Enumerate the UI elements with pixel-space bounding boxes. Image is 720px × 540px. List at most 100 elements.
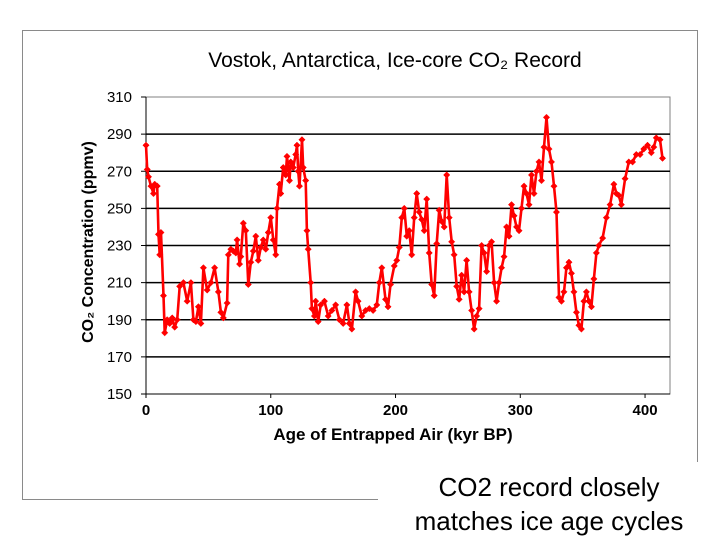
data-point bbox=[590, 275, 598, 283]
data-point bbox=[465, 288, 473, 296]
data-point bbox=[480, 249, 488, 257]
data-point bbox=[658, 154, 667, 162]
data-point bbox=[562, 264, 571, 272]
data-point bbox=[320, 297, 328, 305]
data-point bbox=[560, 288, 568, 296]
data-point bbox=[166, 319, 174, 328]
data-point bbox=[242, 227, 250, 235]
y-tick-label: 150 bbox=[107, 386, 132, 403]
data-point bbox=[443, 171, 451, 179]
data-point bbox=[187, 279, 195, 287]
data-point bbox=[298, 136, 306, 144]
data-point bbox=[192, 318, 200, 326]
data-point bbox=[610, 180, 618, 188]
data-point bbox=[393, 256, 401, 264]
data-point bbox=[194, 303, 202, 311]
data-point bbox=[224, 251, 232, 259]
data-point bbox=[587, 303, 595, 311]
data-point bbox=[572, 308, 580, 316]
data-point bbox=[453, 282, 461, 290]
data-point bbox=[410, 214, 418, 222]
data-point bbox=[428, 280, 436, 289]
data-point bbox=[458, 271, 466, 279]
data-point bbox=[473, 312, 481, 320]
data-point bbox=[470, 325, 478, 333]
data-point bbox=[292, 150, 300, 159]
data-point bbox=[552, 208, 561, 216]
data-point bbox=[173, 316, 181, 324]
data-point bbox=[415, 208, 423, 216]
data-point bbox=[345, 319, 353, 328]
data-point bbox=[339, 319, 347, 328]
data-point bbox=[159, 292, 168, 300]
data-point bbox=[557, 297, 566, 305]
data-point bbox=[207, 279, 215, 287]
data-point bbox=[532, 167, 541, 175]
data-point bbox=[282, 171, 290, 179]
data-point bbox=[386, 280, 395, 289]
data-point bbox=[525, 201, 533, 209]
y-tick-label: 170 bbox=[107, 349, 132, 366]
caption-line-1: CO2 record closely bbox=[438, 472, 660, 502]
data-point bbox=[425, 249, 433, 257]
data-point bbox=[617, 201, 625, 209]
y-axis-label: CO₂ Concentration (ppmv) bbox=[80, 141, 97, 343]
data-point bbox=[652, 134, 660, 142]
data-point bbox=[405, 227, 413, 235]
data-point bbox=[285, 176, 294, 185]
data-point bbox=[144, 173, 153, 181]
data-point bbox=[460, 288, 468, 296]
data-point bbox=[332, 301, 340, 309]
data-point bbox=[328, 306, 336, 315]
data-point bbox=[217, 308, 225, 316]
data-point bbox=[602, 214, 610, 222]
data-point bbox=[606, 201, 614, 209]
data-point bbox=[640, 145, 648, 153]
data-point bbox=[565, 258, 573, 266]
data-point bbox=[247, 258, 255, 266]
data-point bbox=[468, 306, 476, 315]
data-point bbox=[149, 189, 158, 198]
data-point bbox=[156, 251, 164, 259]
y-tick-label: 290 bbox=[107, 126, 132, 143]
data-point bbox=[650, 143, 658, 151]
data-point bbox=[495, 279, 503, 287]
data-point bbox=[249, 247, 257, 255]
data-point bbox=[515, 227, 523, 235]
data-point bbox=[420, 227, 428, 235]
data-point bbox=[599, 234, 607, 242]
caption-box: CO2 record closely matches ice age cycle… bbox=[378, 462, 720, 540]
data-point bbox=[440, 223, 448, 231]
data-point bbox=[507, 201, 516, 209]
data-point bbox=[450, 251, 458, 259]
data-point bbox=[517, 204, 526, 212]
data-point bbox=[592, 249, 600, 257]
data-point bbox=[400, 204, 408, 212]
data-point bbox=[335, 316, 343, 324]
data-point bbox=[490, 279, 498, 287]
data-point bbox=[299, 163, 307, 172]
data-point bbox=[308, 305, 316, 313]
data-point bbox=[547, 158, 556, 166]
data-point bbox=[483, 267, 491, 276]
data-point bbox=[463, 256, 471, 264]
data-point bbox=[294, 167, 302, 175]
data-point bbox=[475, 305, 483, 313]
data-point bbox=[232, 249, 240, 257]
data-point bbox=[435, 206, 443, 214]
data-point bbox=[408, 251, 416, 259]
data-point bbox=[197, 319, 205, 328]
data-point bbox=[310, 312, 318, 320]
data-point bbox=[629, 158, 637, 166]
data-point bbox=[656, 136, 664, 144]
data-point bbox=[373, 301, 381, 309]
chart-title: Vostok, Antarctica, Ice-core CO₂ Record bbox=[208, 49, 581, 72]
data-point bbox=[520, 182, 528, 190]
data-point bbox=[287, 158, 295, 166]
data-point bbox=[293, 141, 301, 149]
data-point bbox=[493, 297, 501, 305]
data-point bbox=[498, 264, 506, 272]
x-tick-label: 400 bbox=[633, 402, 658, 419]
data-point bbox=[314, 318, 322, 326]
data-point bbox=[199, 264, 207, 272]
